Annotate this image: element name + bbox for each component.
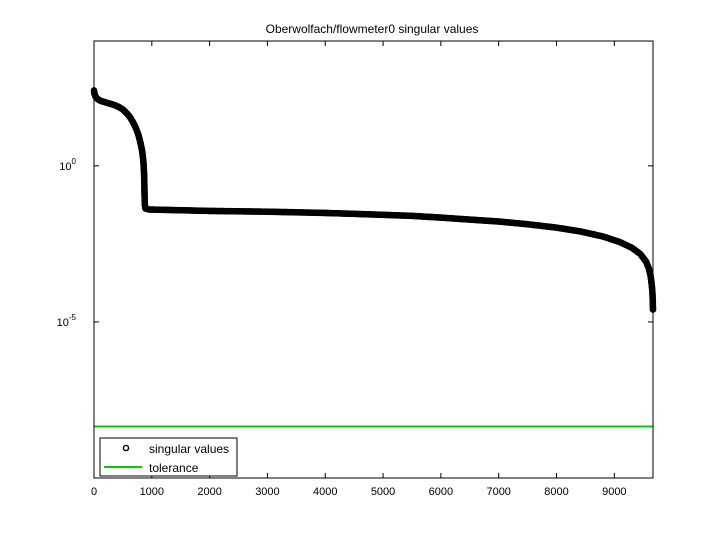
legend-marker-circle bbox=[122, 444, 130, 452]
x-tick-label: 5000 bbox=[371, 486, 395, 498]
singular-values-points bbox=[90, 87, 657, 313]
x-tick-label: 9000 bbox=[602, 486, 626, 498]
plot-background bbox=[94, 41, 653, 478]
x-tick-label: 7000 bbox=[486, 486, 510, 498]
y-tick-exponent: 0 bbox=[72, 157, 77, 166]
x-tick-label: 3000 bbox=[255, 486, 279, 498]
x-tick-label: 1000 bbox=[140, 486, 164, 498]
x-tick-label: 6000 bbox=[429, 486, 453, 498]
y-tick-exponent: -5 bbox=[69, 313, 77, 322]
x-tick-label: 0 bbox=[91, 486, 97, 498]
chart-title: Oberwolfach/flowmeter0 singular values bbox=[266, 22, 479, 36]
legend-label-singular-values: singular values bbox=[149, 442, 229, 456]
x-tick-label: 2000 bbox=[197, 486, 221, 498]
legend-box bbox=[99, 437, 238, 477]
x-tick-label: 4000 bbox=[313, 486, 337, 498]
legend: singular values tolerance bbox=[99, 437, 238, 477]
plot-area: 0 1000 2000 3000 4000 5000 6000 7000 8000 9000 10… bbox=[57, 40, 657, 498]
legend-label-tolerance: tolerance bbox=[149, 461, 199, 475]
plot-frame bbox=[93, 40, 654, 479]
x-axis-ticks: 0 1000 2000 3000 4000 5000 6000 7000 8000 9000 bbox=[91, 41, 627, 498]
x-tick-label: 8000 bbox=[544, 486, 568, 498]
